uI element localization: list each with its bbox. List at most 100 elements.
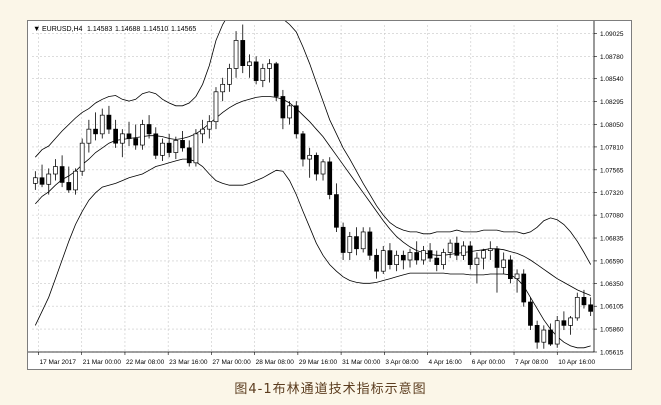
y-tick-label: 1.05860 bbox=[600, 327, 624, 334]
candle-body bbox=[166, 142, 172, 153]
candle bbox=[160, 138, 165, 161]
candle-body bbox=[447, 242, 453, 253]
y-tick-label: 1.08780 bbox=[600, 54, 624, 61]
y-tick-label: 1.06590 bbox=[600, 258, 624, 265]
candle bbox=[253, 56, 259, 85]
candle bbox=[528, 297, 533, 331]
candle bbox=[347, 231, 353, 260]
candle bbox=[46, 168, 52, 195]
candle-body bbox=[474, 257, 480, 265]
candle bbox=[561, 311, 567, 331]
y-tick-label: 1.07810 bbox=[600, 144, 624, 151]
candle bbox=[434, 250, 440, 272]
candle-body bbox=[53, 166, 58, 175]
candle-body bbox=[180, 140, 185, 149]
candle bbox=[340, 222, 346, 260]
candle-body bbox=[146, 124, 152, 135]
candle-body bbox=[320, 161, 326, 175]
candle bbox=[334, 183, 339, 232]
candle bbox=[233, 31, 239, 78]
candle-body bbox=[307, 154, 313, 160]
chart-close-price: 1.14565 bbox=[171, 26, 196, 33]
candle-body bbox=[340, 226, 346, 253]
candle-body bbox=[501, 259, 507, 268]
candle bbox=[73, 168, 78, 195]
candle bbox=[180, 131, 185, 152]
x-tick-label: 27 Mar 00:00 bbox=[212, 359, 251, 366]
candle-body bbox=[119, 133, 125, 144]
x-tick-label: 10 Apr 16:00 bbox=[558, 359, 595, 366]
candle bbox=[400, 250, 406, 270]
candle bbox=[153, 127, 159, 160]
candle-body bbox=[313, 154, 319, 175]
candle bbox=[320, 159, 326, 181]
candle bbox=[521, 269, 527, 307]
candle bbox=[574, 292, 580, 321]
candle bbox=[548, 323, 553, 346]
candle bbox=[481, 248, 486, 270]
candle-body bbox=[454, 242, 460, 256]
chart-open-price: 1.14583 bbox=[87, 26, 112, 33]
y-tick-label: 1.07080 bbox=[600, 213, 624, 220]
x-tick-label: 7 Apr 08:00 bbox=[515, 359, 549, 366]
x-tick-label: 23 Mar 16:00 bbox=[169, 359, 208, 366]
candle-body bbox=[126, 133, 132, 139]
candle-body bbox=[227, 68, 232, 85]
candle-body bbox=[394, 254, 399, 265]
candle-body bbox=[66, 182, 72, 191]
y-tick-label: 1.08295 bbox=[600, 99, 624, 106]
candle-body bbox=[160, 142, 165, 156]
candle-body bbox=[273, 63, 279, 97]
candle-body bbox=[487, 248, 493, 251]
candle bbox=[514, 269, 520, 293]
candle bbox=[467, 241, 473, 270]
candle-body bbox=[173, 140, 179, 153]
candle bbox=[421, 245, 426, 265]
candle-body bbox=[247, 61, 252, 66]
candle bbox=[454, 236, 460, 260]
chart-menu-icon[interactable]: ▼ bbox=[33, 24, 40, 33]
y-tick-label: 1.08050 bbox=[600, 122, 624, 129]
candle-body bbox=[293, 105, 299, 135]
candle-body bbox=[374, 254, 379, 272]
candle-body bbox=[206, 121, 212, 130]
y-tick-label: 1.07565 bbox=[600, 167, 624, 174]
candle bbox=[240, 24, 246, 74]
time-axis: 17 Mar 2017 21 Mar 00:00 22 Mar 08:00 23 Ma… bbox=[28, 351, 596, 366]
candle-body bbox=[300, 133, 306, 160]
candle-body bbox=[427, 250, 433, 259]
candle-body bbox=[193, 133, 199, 164]
candle-body bbox=[347, 236, 353, 253]
x-tick-label: 17 Mar 2017 bbox=[39, 359, 76, 366]
x-tick-label: 28 Mar 08:00 bbox=[256, 359, 295, 366]
candle bbox=[227, 63, 232, 92]
bollinger-upper-band bbox=[35, 21, 592, 265]
candle bbox=[541, 325, 547, 349]
candle bbox=[79, 138, 85, 176]
x-tick-label: 3 Apr 08:00 bbox=[385, 359, 419, 366]
candle-body bbox=[441, 252, 446, 265]
candlestick-chart[interactable]: 1.09025 1.08780 1.08540 1.08295 1.08050 1.078… bbox=[28, 21, 631, 369]
candle-body bbox=[113, 128, 118, 144]
candle-body bbox=[287, 105, 292, 119]
candle-body bbox=[528, 301, 533, 326]
candle-body bbox=[467, 245, 473, 265]
candle-body bbox=[334, 194, 339, 228]
candle bbox=[387, 243, 393, 270]
candle-body bbox=[106, 114, 112, 130]
candle-body bbox=[380, 250, 386, 272]
candle bbox=[407, 248, 413, 268]
candle bbox=[267, 59, 272, 83]
candle-body bbox=[414, 252, 420, 261]
y-tick-label: 1.06835 bbox=[600, 236, 624, 243]
candle-body bbox=[186, 147, 192, 164]
candle bbox=[32, 171, 38, 190]
candle-body bbox=[534, 325, 540, 343]
price-chart-window[interactable]: 1.09025 1.08780 1.08540 1.08295 1.08050 1.078… bbox=[27, 20, 632, 370]
candle bbox=[508, 255, 513, 284]
candle bbox=[200, 119, 205, 144]
y-tick-label: 1.07320 bbox=[600, 190, 624, 197]
chart-high-price: 1.14688 bbox=[115, 26, 140, 33]
candle bbox=[354, 227, 359, 256]
candle-body bbox=[213, 91, 219, 123]
